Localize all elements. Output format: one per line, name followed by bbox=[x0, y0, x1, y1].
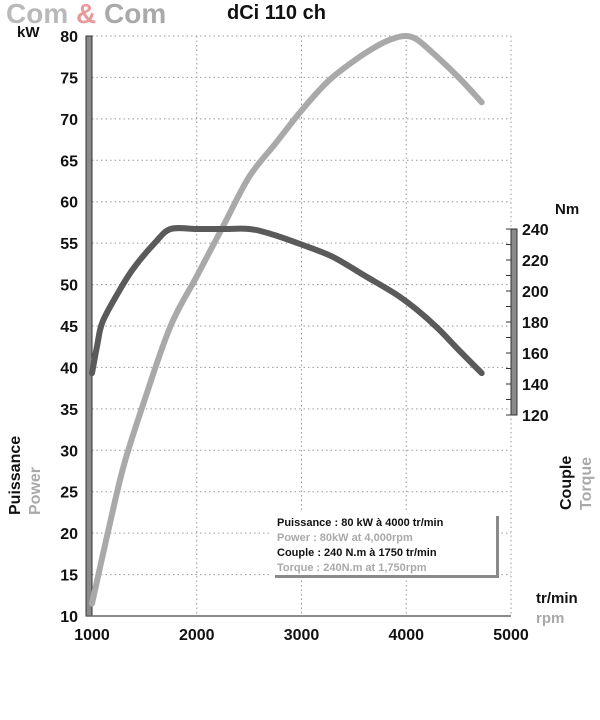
y-left-tick-label: 75 bbox=[60, 70, 78, 87]
y-left-tick-label: 65 bbox=[60, 153, 78, 170]
right-axis-bar bbox=[510, 228, 518, 416]
brand-ampersand: & bbox=[76, 0, 97, 29]
y-right-tick-label: 240 bbox=[522, 222, 549, 239]
y-left-tick-label: 10 bbox=[60, 609, 78, 626]
y-left-tick-label: 45 bbox=[60, 319, 78, 336]
brand-logo: Com & Com bbox=[6, 0, 166, 30]
y-left-tick-label: 50 bbox=[60, 278, 78, 295]
y-left-tick-label: 40 bbox=[60, 360, 78, 377]
y-left-tick-label: 30 bbox=[60, 443, 78, 460]
y-right-tick-label: 160 bbox=[522, 346, 549, 363]
x-tick-label: 3000 bbox=[284, 627, 320, 644]
y-right-tick-label: 140 bbox=[522, 377, 549, 394]
torque-curve bbox=[89, 224, 485, 377]
x-tick-label: 5000 bbox=[493, 627, 529, 644]
y-left-tick-label: 70 bbox=[60, 112, 78, 129]
y-left-label-en: Power bbox=[27, 467, 44, 515]
legend-box bbox=[272, 513, 496, 575]
legend-entry: Puissance : 80 kW à 4000 tr/min bbox=[277, 517, 444, 529]
chart-title: dCi 110 ch bbox=[227, 2, 326, 24]
y-left-tick-label: 35 bbox=[60, 402, 78, 419]
x-label: tr/min bbox=[536, 590, 578, 607]
legend-entry: Power : 80kW at 4,000rpm bbox=[277, 532, 413, 544]
y-left-label: Puissance bbox=[7, 436, 24, 515]
y-left-tick-label: 15 bbox=[60, 568, 78, 585]
y-right-tick-label: 180 bbox=[522, 315, 549, 332]
y-right-tick-label: 120 bbox=[522, 408, 549, 425]
x-label-en: rpm bbox=[536, 610, 564, 627]
legend-entry: Torque : 240N.m at 1,750rpm bbox=[277, 562, 427, 574]
x-tick-label: 2000 bbox=[179, 627, 215, 644]
left-axis-bar bbox=[85, 35, 93, 617]
y-right-tick-label: 200 bbox=[522, 284, 549, 301]
x-tick-label: 4000 bbox=[388, 627, 424, 644]
legend-entry: Couple : 240 N.m à 1750 tr/min bbox=[277, 547, 437, 559]
x-tick-label: 1000 bbox=[74, 627, 110, 644]
y-left-tick-label: 55 bbox=[60, 236, 78, 253]
y-left-tick-label: 25 bbox=[60, 485, 78, 502]
brand-part1: Com bbox=[6, 0, 69, 29]
power-curve bbox=[89, 32, 485, 607]
y-left-unit: kW bbox=[17, 24, 40, 41]
y-right-unit: Nm bbox=[555, 201, 579, 218]
y-left-tick-label: 80 bbox=[60, 29, 78, 46]
y-right-label-en: Torque bbox=[578, 457, 595, 510]
y-left-tick-label: 60 bbox=[60, 195, 78, 212]
y-left-tick-label: 20 bbox=[60, 526, 78, 543]
brand-part2: Com bbox=[104, 0, 167, 29]
y-right-tick-label: 220 bbox=[522, 253, 549, 270]
y-right-label: Couple bbox=[558, 456, 575, 510]
